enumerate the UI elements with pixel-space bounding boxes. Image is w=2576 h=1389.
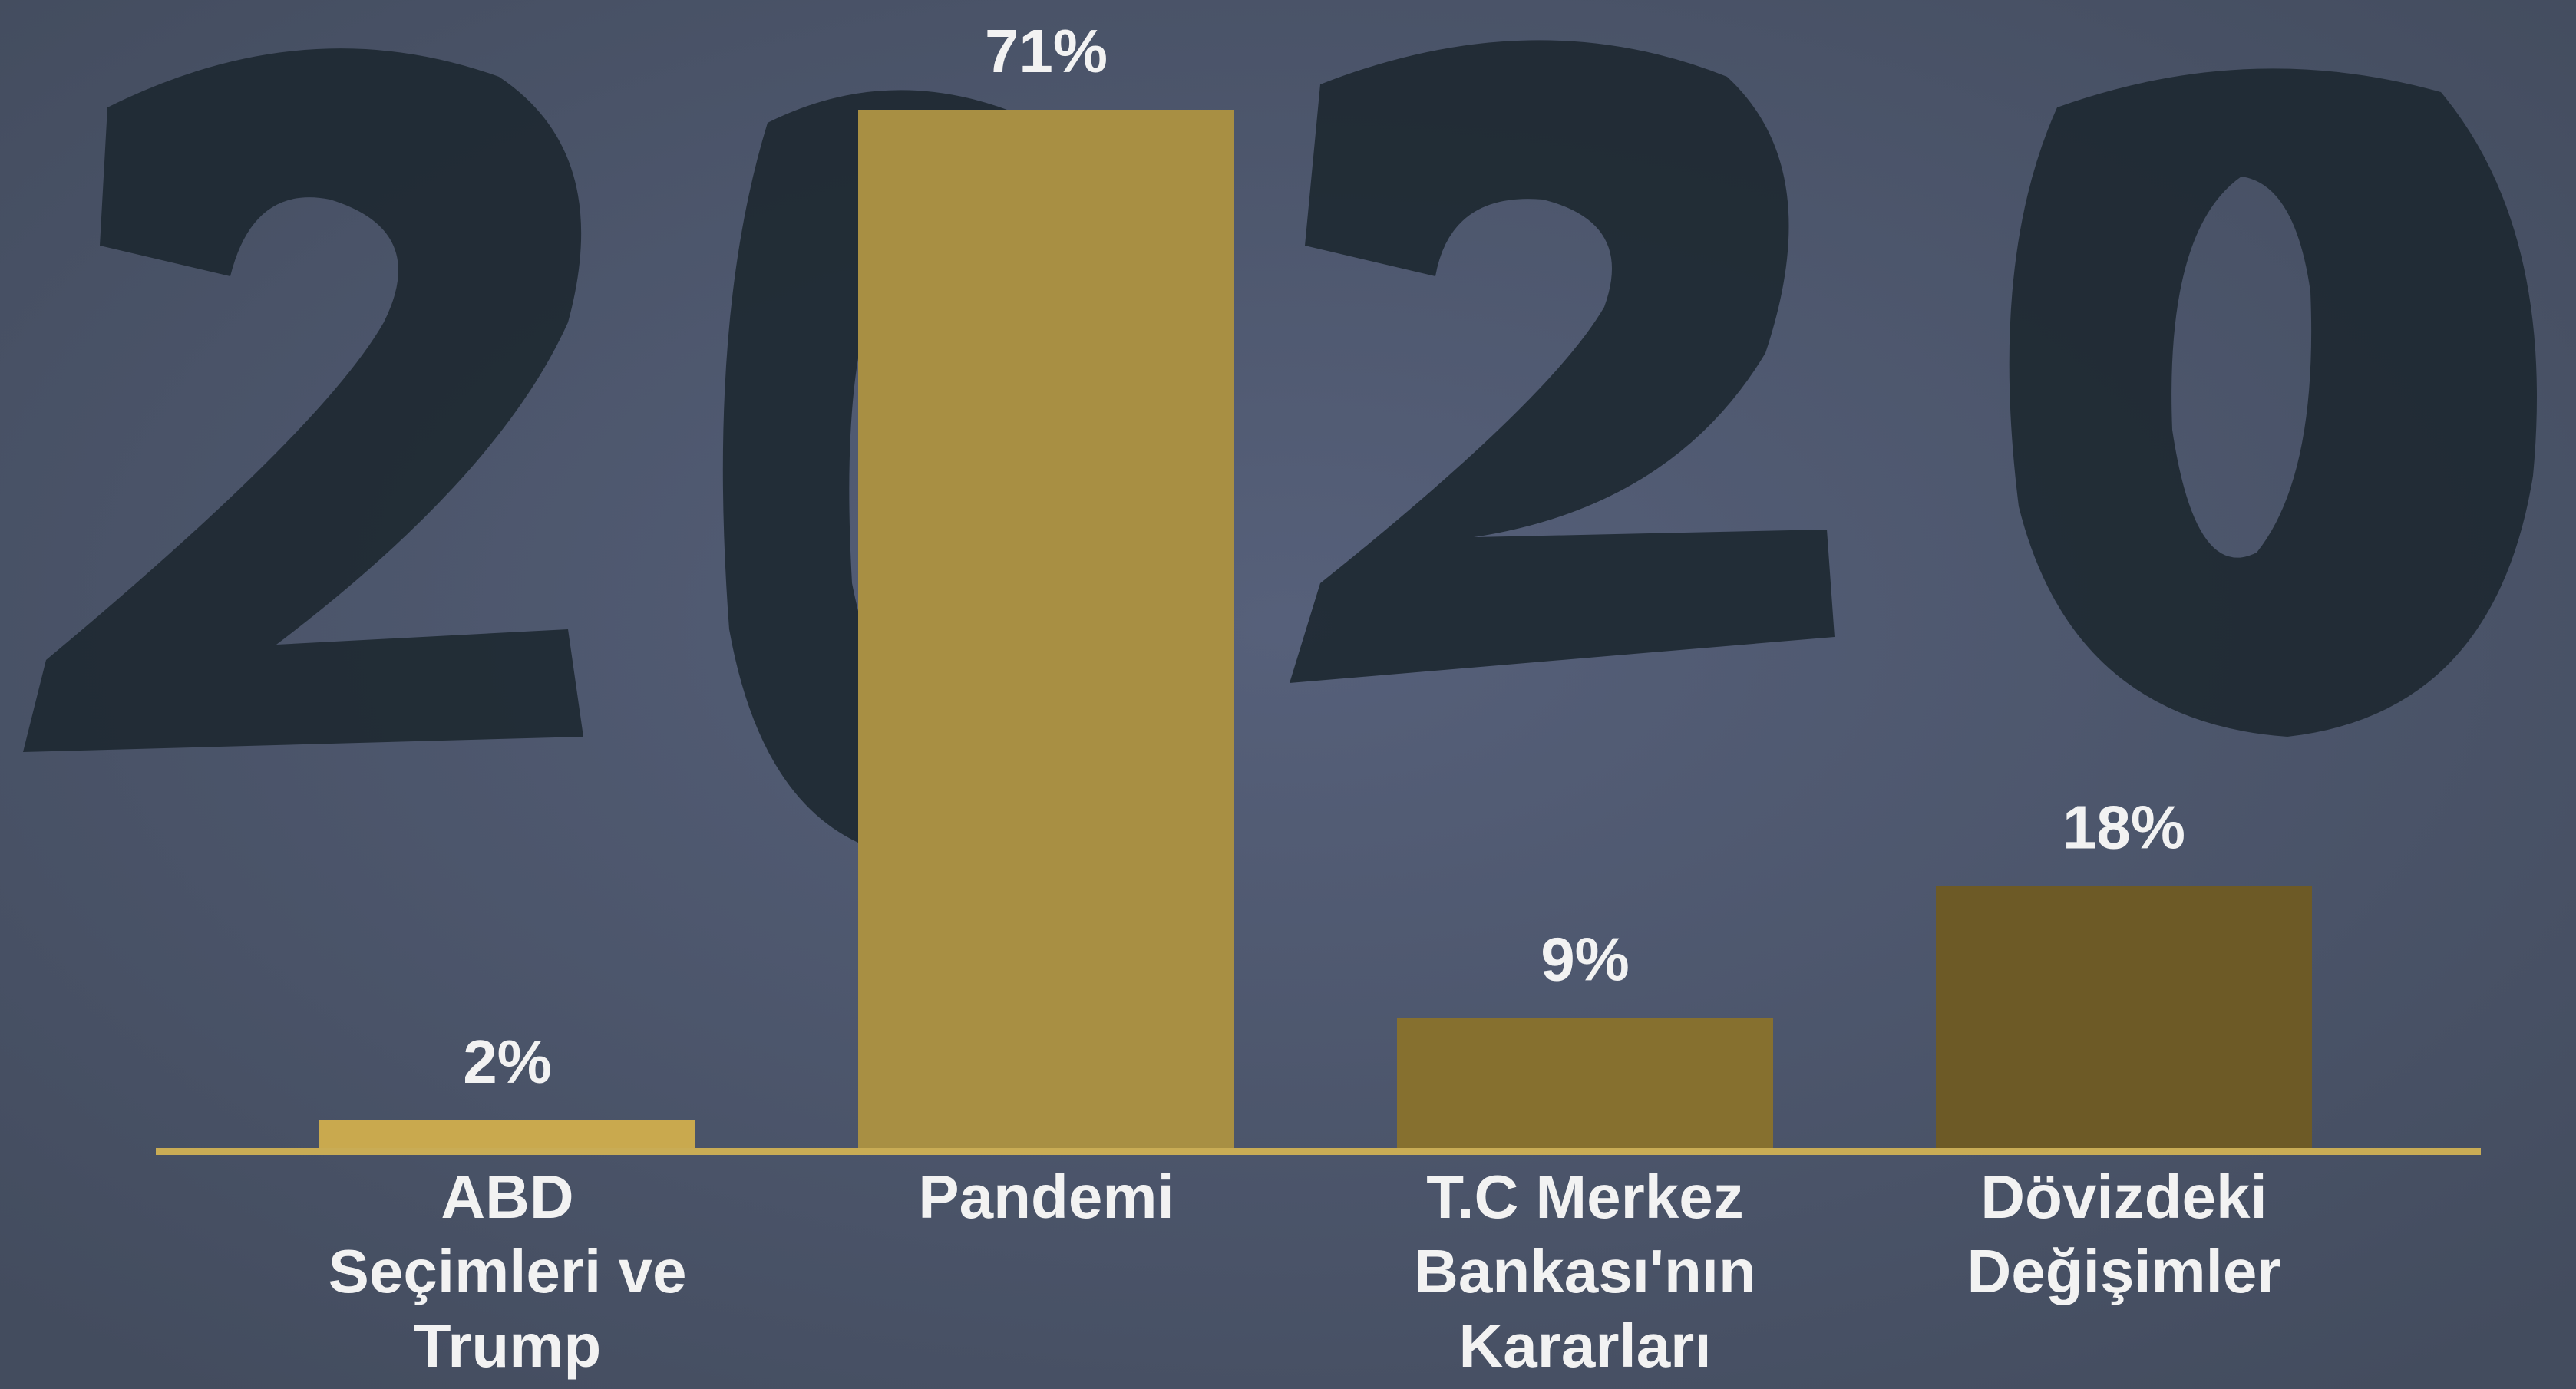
value-label: 71% [985, 17, 1108, 85]
x-tick-label: Trump [414, 1311, 601, 1380]
digit-shape [1290, 40, 1835, 683]
x-tick-label: Değişimler [1967, 1237, 2280, 1305]
bar [1936, 886, 2312, 1150]
x-tick-label: Dövizdeki [1980, 1163, 2267, 1231]
baseline [156, 1148, 2481, 1155]
x-tick-label: ABD [441, 1163, 573, 1231]
x-tick-label: T.C Merkez [1426, 1163, 1743, 1231]
bar [1397, 1018, 1773, 1150]
x-tick-label: Pandemi [918, 1163, 1174, 1231]
value-label: 18% [2062, 793, 2185, 862]
x-tick-label: Seçimleri ve [329, 1237, 687, 1305]
value-label: 9% [1541, 925, 1630, 993]
value-label: 2% [463, 1028, 552, 1096]
x-tick-label: Kararları [1458, 1311, 1711, 1380]
digit-shape [23, 48, 583, 752]
x-tick-label: Bankası'nın [1414, 1237, 1756, 1305]
digit-shape [2009, 68, 2537, 737]
bar [858, 110, 1234, 1150]
bar [319, 1120, 695, 1150]
